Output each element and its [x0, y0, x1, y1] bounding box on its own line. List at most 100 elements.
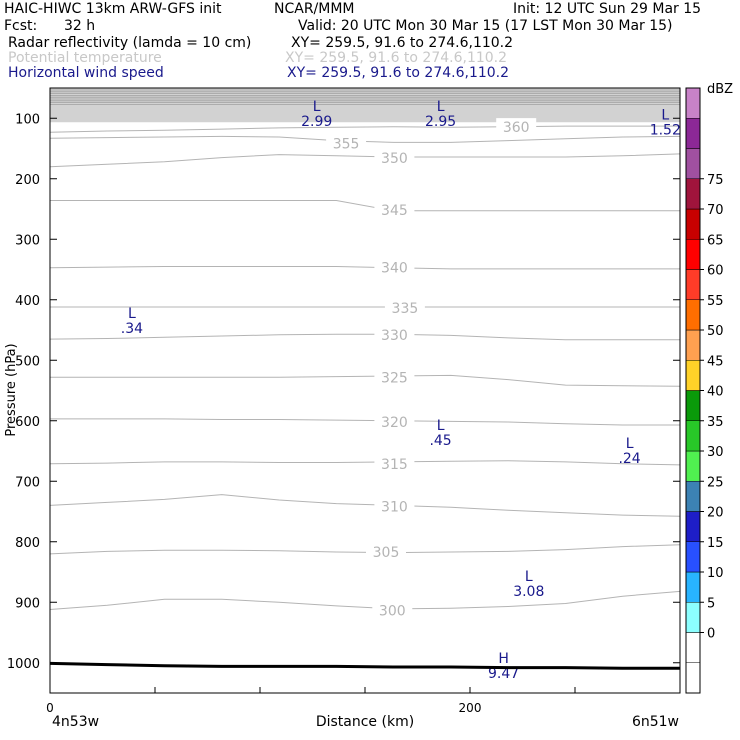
colorbar-box — [685, 208, 701, 240]
theta-contours — [49, 125, 681, 610]
wind-extremum-value: .34 — [121, 321, 143, 337]
colorbar-box — [685, 450, 701, 482]
x-tick-label: 200 — [459, 701, 482, 715]
colorbar-box — [685, 602, 701, 633]
colorbar-tick-label: 25 — [707, 475, 724, 490]
org-label: NCAR/MMM — [274, 1, 355, 17]
y-tick-label: 300 — [15, 233, 40, 248]
theta-contour-300 — [49, 590, 681, 610]
theta-label-bg — [374, 326, 415, 343]
colorbar-tick-label: 20 — [707, 506, 724, 521]
model-top-hatch — [50, 88, 680, 123]
theta-contour-360 — [49, 125, 680, 133]
colorbar-tick-label: 15 — [707, 536, 724, 551]
reflectivity-colorbar: 0 5 10 15 20 25 30 35 40 45 50 55 60 65 70 75 — [685, 87, 724, 694]
theta-label-bg — [374, 455, 415, 472]
theta-label-320: 320 — [381, 415, 408, 431]
colorbar-box — [685, 632, 701, 663]
colorbar-tick-label: 45 — [707, 354, 724, 369]
theta-label-bg — [374, 201, 415, 217]
y-tick-label: 600 — [15, 415, 40, 430]
x-axis-title: Distance (km) — [316, 714, 414, 730]
theta-contour-320 — [50, 418, 680, 426]
init-time: Init: 12 UTC Sun 29 Mar 15 — [513, 1, 702, 17]
theta-label-bg — [374, 497, 415, 514]
colorbar-box — [685, 329, 701, 361]
model-title: HAIC-HIWC 13km ARW-GFS init — [4, 1, 222, 17]
theta-label-355: 355 — [333, 136, 360, 152]
theta-contour-340 — [49, 266, 680, 270]
theta-contour-305 — [49, 544, 681, 555]
theta-contour-345 — [50, 200, 680, 212]
colorbar-box — [685, 269, 701, 300]
colorbar-tick-label: 40 — [707, 385, 724, 400]
wind-extremum-value: 2.95 — [425, 114, 456, 130]
y-tick-label: 500 — [15, 354, 40, 369]
fcst-label: Fcst: — [4, 18, 38, 34]
plot-frame — [49, 87, 681, 694]
colorbar-box — [685, 571, 701, 603]
surface-pressure-line — [49, 661, 680, 670]
y-tick-label: 700 — [15, 475, 40, 490]
model-top-fill — [50, 88, 680, 123]
colorbar-tick-label: 65 — [707, 233, 724, 248]
theta-contour-315 — [49, 460, 681, 466]
theta-label-300: 300 — [379, 604, 406, 620]
wind-extremum-value: 2.99 — [301, 114, 332, 130]
wind-extremum-low: L — [313, 99, 321, 115]
colorbar-tick-label: 50 — [707, 324, 724, 339]
field-xy-theta: XY= 259.5, 91.6 to 274.6,110.2 — [285, 50, 508, 66]
colorbar-tick-label: 70 — [707, 203, 724, 218]
wind-extremum-low: L — [437, 99, 445, 115]
y-tick-label: 800 — [15, 536, 40, 551]
field-name-wind: Horizontal wind speed — [8, 65, 164, 81]
colorbar-box — [685, 420, 701, 452]
wind-extremum-low: L — [525, 569, 533, 585]
field-xy-wind: XY= 259.5, 91.6 to 274.6,110.2 — [287, 65, 510, 81]
field-name-reflectivity: Radar reflectivity (lamda = 10 cm) — [8, 35, 252, 51]
theta-label-bg — [374, 148, 415, 165]
wind-extremum-low: L — [661, 107, 669, 123]
colorbar-box — [685, 360, 701, 391]
colorbar-box — [685, 148, 701, 179]
theta-label-bg — [374, 258, 415, 275]
colorbar-box — [685, 87, 701, 119]
y-tick-label: 900 — [15, 596, 40, 611]
colorbar-tick-label: 10 — [707, 566, 724, 581]
theta-label-360: 360 — [503, 120, 530, 136]
field-xy-reflectivity: XY= 259.5, 91.6 to 274.6,110.2 — [291, 35, 514, 51]
theta-contour-350 — [49, 153, 681, 168]
theta-contour-labels: 300 305 310 315 320 325 330 335 340 345 350 355 360 — [326, 118, 537, 620]
theta-label-315: 315 — [381, 457, 408, 473]
theta-label-bg — [366, 542, 406, 559]
colorbar-tick-label: 5 — [707, 596, 715, 611]
axes: 100 200 300 400 500 600 700 800 900 1000 0 200 — [7, 112, 681, 715]
valid-time: Valid: 20 UTC Mon 30 Mar 15 (17 LST Mon … — [298, 18, 673, 34]
theta-contour-330 — [49, 333, 680, 341]
colorbar-box — [685, 239, 701, 270]
theta-label-335: 335 — [392, 301, 419, 317]
colorbar-title: dBZ — [707, 82, 733, 97]
x-endpoint-left: 4n53w — [52, 714, 99, 730]
colorbar-tick-label: 35 — [707, 415, 724, 430]
theta-label-325: 325 — [381, 371, 408, 387]
colorbar-tick-label: 0 — [707, 627, 715, 642]
y-tick-label: 200 — [15, 173, 40, 188]
y-axis-title: Pressure (hPa) — [4, 343, 19, 436]
y-tick-label: 100 — [15, 112, 40, 127]
wind-extremum-low: L — [437, 418, 445, 434]
wind-extremum-value: .24 — [618, 451, 640, 467]
colorbar-tick-label: 60 — [707, 264, 724, 279]
x-tick-label: 0 — [46, 701, 54, 715]
field-name-theta: Potential temperature — [8, 50, 162, 66]
wind-extremum-low: L — [128, 306, 136, 322]
colorbar-box — [685, 511, 701, 542]
colorbar-box — [685, 118, 701, 149]
wind-extremum-value: 1.52 — [650, 122, 681, 138]
x-endpoint-right: 6n51w — [632, 714, 679, 730]
y-tick-label: 1000 — [7, 657, 40, 672]
theta-label-305: 305 — [373, 545, 400, 561]
theta-label-bg — [496, 118, 537, 135]
wind-extremum-low: L — [626, 436, 634, 452]
wind-extremum-value: .45 — [429, 433, 451, 449]
